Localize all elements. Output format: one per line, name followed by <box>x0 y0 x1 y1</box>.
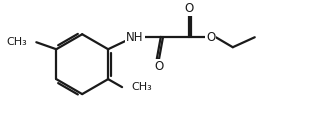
Text: O: O <box>154 60 164 73</box>
Text: O: O <box>206 31 215 44</box>
Text: CH₃: CH₃ <box>7 37 27 47</box>
Text: NH: NH <box>126 31 144 44</box>
Text: CH₃: CH₃ <box>131 82 152 92</box>
Text: O: O <box>184 2 194 15</box>
